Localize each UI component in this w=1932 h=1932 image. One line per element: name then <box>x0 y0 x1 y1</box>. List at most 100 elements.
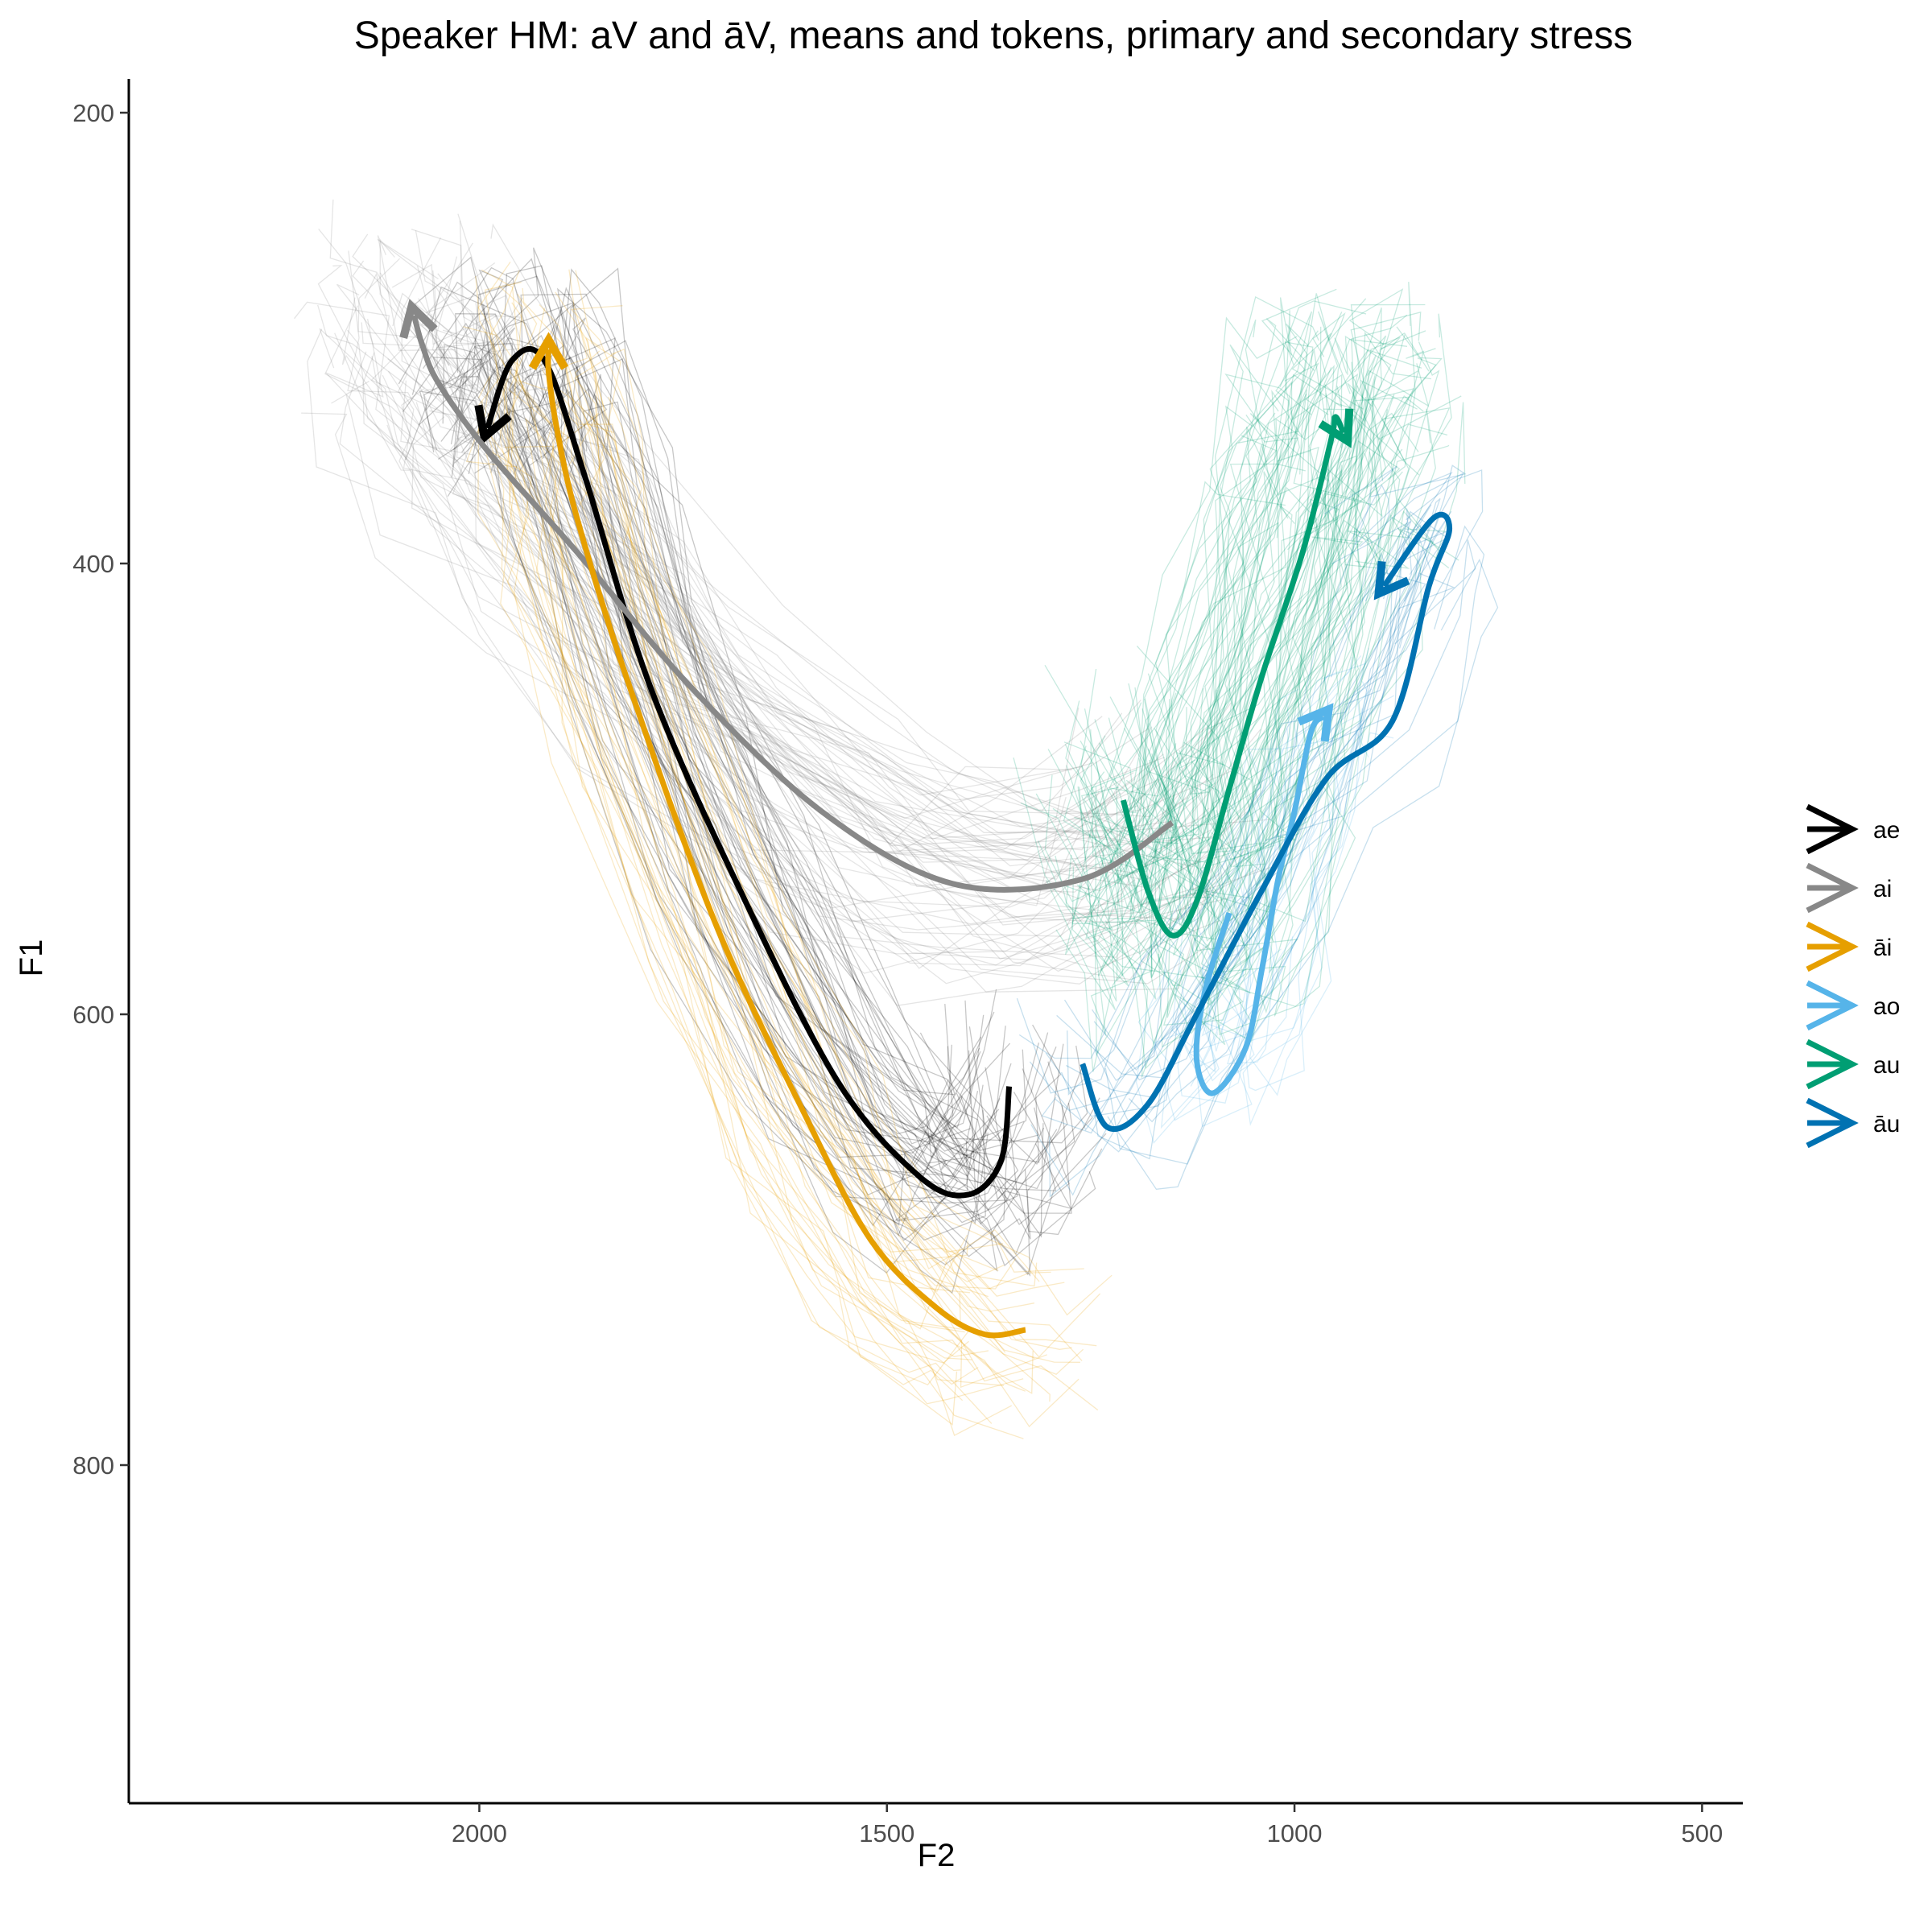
token-trajectory <box>556 387 1034 1394</box>
legend-item: āu <box>1806 1097 1900 1149</box>
token-trajectory <box>421 242 1241 828</box>
token-trajectory <box>525 391 1031 1257</box>
mean-trajectory-ai <box>399 299 1174 893</box>
token-trajectory <box>324 305 1146 861</box>
token-trajectory <box>504 445 1024 1405</box>
token-trajectory <box>1133 311 1351 890</box>
token-trajectory <box>568 269 1038 1287</box>
legend: ae ai āi ao au āu <box>1806 803 1900 1149</box>
token-trajectory <box>1156 412 1419 940</box>
token-trajectory <box>1242 732 1394 1126</box>
token-trajectory <box>500 385 976 1371</box>
token-trajectory <box>387 370 1125 960</box>
legend-label: au <box>1873 1052 1900 1079</box>
x-tick-label: 500 <box>1682 1819 1724 1847</box>
token-trajectory <box>402 322 949 1227</box>
token-trajectory <box>1095 446 1319 976</box>
token-trajectory <box>1035 381 1293 898</box>
token-trajectory <box>485 297 1271 833</box>
token-trajectory <box>575 270 1065 1297</box>
token-trajectory <box>370 272 1136 863</box>
token-trajectory <box>1093 464 1467 1071</box>
token-trajectory <box>1065 311 1313 883</box>
token-trajectory <box>448 327 979 1192</box>
token-trajectory <box>1080 373 1359 971</box>
mean-trajectory-au <box>1121 408 1354 939</box>
x-tick-label: 2000 <box>452 1819 507 1847</box>
token-trajectory <box>513 357 1044 1238</box>
token-trajectory <box>481 269 970 1294</box>
token-trajectory <box>414 256 954 1154</box>
token-trajectory <box>1090 312 1343 910</box>
token-trajectory <box>1227 708 1363 1065</box>
token-trajectory <box>1232 313 1452 868</box>
token-trajectory <box>431 313 1180 881</box>
token-trajectory <box>525 337 1075 1184</box>
token-trajectory <box>474 418 1058 1273</box>
token-trajectory <box>489 369 972 1360</box>
token-trajectory <box>452 315 1210 874</box>
token-trajectory <box>1018 465 1398 1059</box>
token-trajectory <box>1249 729 1369 1096</box>
token-trajectory <box>1063 318 1315 813</box>
token-trajectory <box>1191 331 1431 821</box>
token-trajectory <box>477 378 958 1426</box>
token-trajectory <box>1030 571 1426 1196</box>
token-trajectory <box>382 374 1106 969</box>
token-trajectory <box>585 336 1113 1316</box>
token-trajectory <box>1185 314 1408 854</box>
token-trajectory <box>536 308 1006 1353</box>
token-trajectory <box>1206 357 1437 861</box>
token-trajectory <box>1108 332 1364 878</box>
token-trajectory <box>1055 522 1279 1072</box>
token-trajectory <box>425 262 1177 832</box>
token-trajectory <box>1155 452 1383 1018</box>
token-trajectory <box>1128 303 1426 894</box>
token-trajectory <box>569 374 1103 1236</box>
token-trajectory <box>1201 681 1368 1037</box>
token-trajectory <box>318 228 1134 847</box>
token-trajectory <box>471 275 985 1145</box>
token-trajectory <box>1083 330 1319 906</box>
token-trajectory <box>398 281 962 1143</box>
token-trajectory <box>1228 332 1430 841</box>
token-trajectory <box>1146 361 1358 903</box>
x-tick-label: 1500 <box>859 1819 914 1847</box>
token-trajectory <box>424 384 1233 960</box>
token-trajectory <box>555 291 1035 1312</box>
legend-item: au <box>1806 1038 1900 1090</box>
token-trajectory <box>1187 326 1443 867</box>
y-tick-label: 200 <box>72 99 114 127</box>
token-trajectory <box>352 233 1141 812</box>
token-trajectory <box>484 281 999 1272</box>
token-trajectory <box>1080 295 1319 848</box>
token-trajectory <box>485 428 1005 1386</box>
token-trajectory <box>1124 455 1356 1006</box>
token-trajectory <box>460 258 972 1159</box>
token-trajectory <box>336 283 1100 880</box>
token-trajectory <box>1055 528 1453 1153</box>
token-trajectory <box>463 326 949 1330</box>
token-trajectory <box>1141 336 1401 927</box>
token-trajectory <box>574 350 1101 1358</box>
token-trajectory <box>1123 341 1314 906</box>
legend-item: ae <box>1806 803 1900 855</box>
token-trajectory <box>476 331 1000 1196</box>
token-trajectory <box>518 307 1068 1200</box>
y-tick-label: 400 <box>72 550 114 578</box>
legend-label: ai <box>1873 876 1892 902</box>
y-tick-label: 800 <box>72 1451 114 1480</box>
token-trajectory <box>489 270 968 1292</box>
token-trajectory <box>1098 536 1364 1046</box>
token-trajectory <box>1203 348 1436 852</box>
token-trajectory <box>1125 396 1410 956</box>
token-trajectory <box>371 356 1134 985</box>
token-trajectory <box>525 417 1024 1439</box>
token-trajectory <box>1136 375 1376 937</box>
token-trajectory <box>1167 363 1430 919</box>
token-trajectory <box>457 213 1211 815</box>
token-trajectory <box>1188 338 1408 811</box>
token-trajectory <box>1147 335 1387 910</box>
token-trajectory <box>1071 426 1280 987</box>
token-trajectory <box>520 293 1049 1141</box>
